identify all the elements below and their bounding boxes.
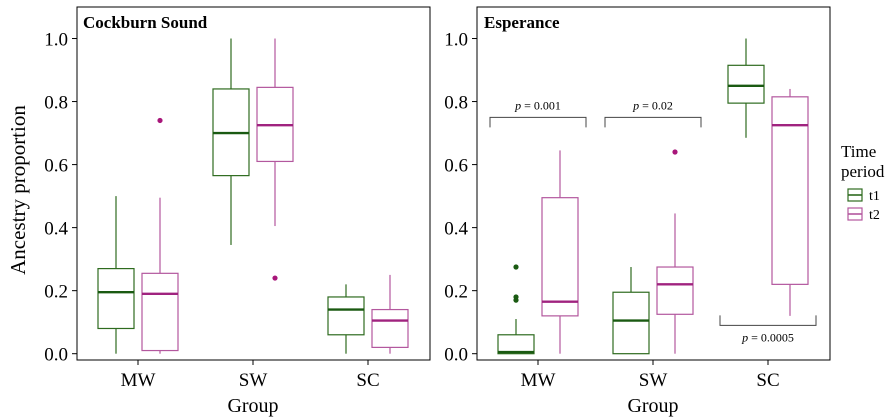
outlier-point [157,117,163,124]
box-body [612,291,650,355]
p-value-annotation: p = 0.0005 [719,315,817,344]
panel-title: Esperance [484,13,560,32]
y-tick-label: 0.8 [444,93,468,114]
box-t2-SW [656,149,694,354]
box-body [97,267,135,330]
x-tick-label: MW [121,370,156,391]
y-tick-label: 1.0 [44,30,68,51]
box-t2-SC [771,88,809,316]
legend-item-t1: t1 [847,188,880,204]
p-value-label: p = 0.001 [514,98,561,112]
outlier-point [513,294,519,300]
box-t1-SC [327,284,365,354]
box-body [771,96,809,285]
box-t1-SW [212,38,250,245]
y-axis-ticks: 0.0 0.2 0.4 0.6 0.8 1.0 [444,30,477,366]
x-axis-ticks: MW SW SC [121,360,380,391]
box-t2-SW [256,38,294,281]
panel-frame [76,6,431,361]
panel-frame [476,6,831,361]
box-t1-SC [727,38,765,138]
bracket [604,116,702,128]
outlier-point [513,264,519,270]
box-t2-MW [541,150,579,354]
y-tick-label: 0.0 [44,345,68,366]
x-axis-label: Group [227,395,278,417]
p-value-label: p = 0.02 [632,98,673,112]
legend-label: t1 [869,189,880,204]
box-body [327,296,365,336]
y-tick-label: 0.6 [444,156,468,177]
box-t2-MW [141,117,179,354]
p-value-annotation: p = 0.001 [489,98,587,128]
panel-esperance: Esperance 0.00.20.40.60.81.0 p = 0.001 p … [444,6,831,417]
x-axis-label: Group [627,395,678,417]
y-tick-label: 0.4 [44,219,68,240]
box-body [371,308,409,348]
y-tick-label: 0.0 [444,345,468,366]
box-body [541,197,579,317]
y-tick-label: 1.0 [444,30,468,51]
box-t1-SW [612,267,650,355]
legend-item-t2: t2 [847,207,880,223]
x-tick-label: SW [639,370,668,391]
box-marks [97,38,409,354]
box-marks [497,38,809,355]
significance-annotations: p = 0.001 p = 0.02 p = 0.0005 [489,98,817,344]
box-body [727,64,765,104]
x-tick-label: SW [239,370,268,391]
p-value-annotation: p = 0.02 [604,98,702,128]
bracket [489,116,587,128]
panel-cockburn-sound: Cockburn Sound 0.0 0.2 0.4 0.6 0.8 1.0 MW SW SC… [44,6,431,417]
panel-title: Cockburn Sound [83,13,208,32]
y-tick-label: 0.6 [44,156,68,177]
legend-label: t2 [869,208,880,223]
x-axis-ticks: MW SW SC [521,360,780,391]
y-tick-label: 0.4 [444,219,468,240]
p-value-label: p = 0.0005 [741,330,794,344]
legend-title-line2: period [841,162,885,181]
box-t1-MW [497,264,535,355]
y-tick-label: 0.8 [44,93,68,114]
box-body [656,266,694,315]
y-tick-label: 0.2 [44,282,68,303]
y-tick-label: 0.2 [444,282,468,303]
x-tick-label: SC [356,370,379,391]
box-body [141,272,179,352]
y-axis-ticks: 0.0 0.2 0.4 0.6 0.8 1.0 [44,30,77,366]
x-tick-label: SC [756,370,779,391]
outlier-point [272,275,278,281]
bracket [719,315,817,326]
y-axis-label: Ancestry proportion [6,105,30,275]
x-tick-label: MW [521,370,556,391]
box-t2-SC [371,274,409,354]
box-t1-MW [97,196,135,354]
outlier-point [672,149,678,155]
legend-title-line1: Time [841,142,876,161]
box-body [497,334,535,355]
